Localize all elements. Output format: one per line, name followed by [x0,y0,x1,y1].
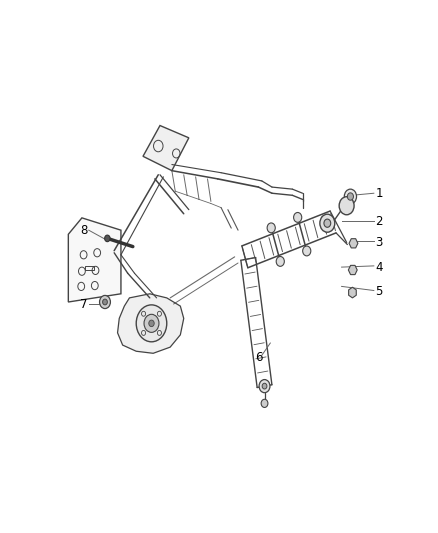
Circle shape [320,214,335,232]
Polygon shape [68,218,121,302]
Circle shape [303,246,311,256]
Text: 3: 3 [375,236,383,249]
Circle shape [149,320,154,327]
Circle shape [339,197,354,215]
Polygon shape [117,294,184,353]
Text: 1: 1 [375,187,383,200]
Polygon shape [348,265,357,274]
Text: 4: 4 [375,261,383,273]
Circle shape [262,383,267,389]
Circle shape [105,235,110,241]
Circle shape [267,223,275,233]
Circle shape [259,379,270,393]
Polygon shape [143,126,189,171]
Text: 6: 6 [254,351,262,364]
Circle shape [144,314,159,333]
Polygon shape [349,287,356,298]
Circle shape [344,189,357,204]
Circle shape [293,213,302,222]
Text: 8: 8 [80,224,87,237]
Circle shape [324,219,331,227]
Circle shape [99,295,110,309]
Circle shape [136,305,167,342]
Circle shape [347,193,353,200]
Text: 5: 5 [375,285,383,298]
Polygon shape [349,239,358,248]
Circle shape [102,299,107,305]
Text: 2: 2 [375,215,383,229]
Circle shape [276,256,284,266]
Circle shape [261,399,268,407]
Text: 7: 7 [80,297,87,311]
